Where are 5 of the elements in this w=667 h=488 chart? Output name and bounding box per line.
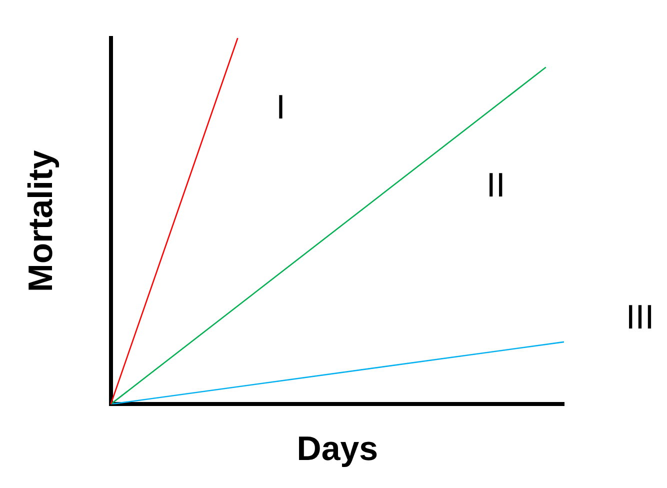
series-label: II (486, 166, 506, 205)
series-label: I (276, 88, 286, 126)
y-axis-title: Mortality (22, 150, 60, 292)
x-axis-title: Days (296, 430, 378, 468)
series-label: III (626, 298, 654, 336)
